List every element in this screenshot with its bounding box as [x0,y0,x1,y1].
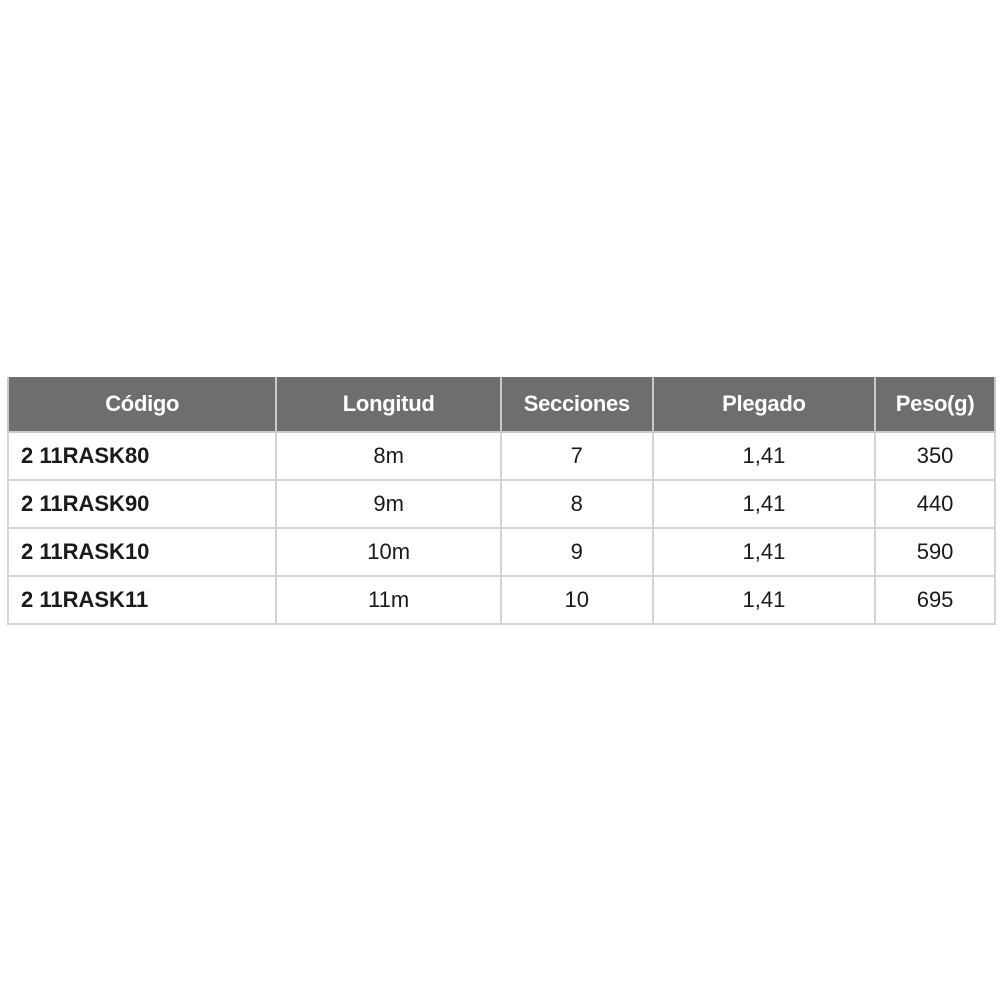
cell-codigo: 2 11RASK11 [6,575,278,625]
cell-peso: 695 [874,575,996,625]
header-longitud: Longitud [275,377,502,433]
spec-table: Código Longitud Secciones Plegado Peso(g… [6,377,996,625]
header-codigo: Código [6,377,278,433]
cell-peso: 590 [874,527,996,577]
cell-longitud: 9m [275,479,502,529]
cell-secciones: 7 [499,431,654,481]
cell-peso: 440 [874,479,996,529]
cell-plegado: 1,41 [651,479,877,529]
cell-plegado: 1,41 [651,431,877,481]
table-row: 2 11RASK11 11m 10 1,41 695 [6,575,996,625]
cell-peso: 350 [874,431,996,481]
header-plegado: Plegado [651,377,877,433]
cell-secciones: 9 [499,527,654,577]
cell-plegado: 1,41 [651,575,877,625]
table-row: 2 11RASK90 9m 8 1,41 440 [6,479,996,529]
header-secciones: Secciones [499,377,654,433]
cell-codigo: 2 11RASK90 [6,479,278,529]
table-row: 2 11RASK80 8m 7 1,41 350 [6,431,996,481]
cell-plegado: 1,41 [651,527,877,577]
header-peso: Peso(g) [874,377,996,433]
header-row: Código Longitud Secciones Plegado Peso(g… [6,377,996,433]
cell-longitud: 8m [275,431,502,481]
table-row: 2 11RASK10 10m 9 1,41 590 [6,527,996,577]
cell-codigo: 2 11RASK80 [6,431,278,481]
cell-secciones: 8 [499,479,654,529]
cell-codigo: 2 11RASK10 [6,527,278,577]
cell-longitud: 11m [275,575,502,625]
cell-longitud: 10m [275,527,502,577]
cell-secciones: 10 [499,575,654,625]
